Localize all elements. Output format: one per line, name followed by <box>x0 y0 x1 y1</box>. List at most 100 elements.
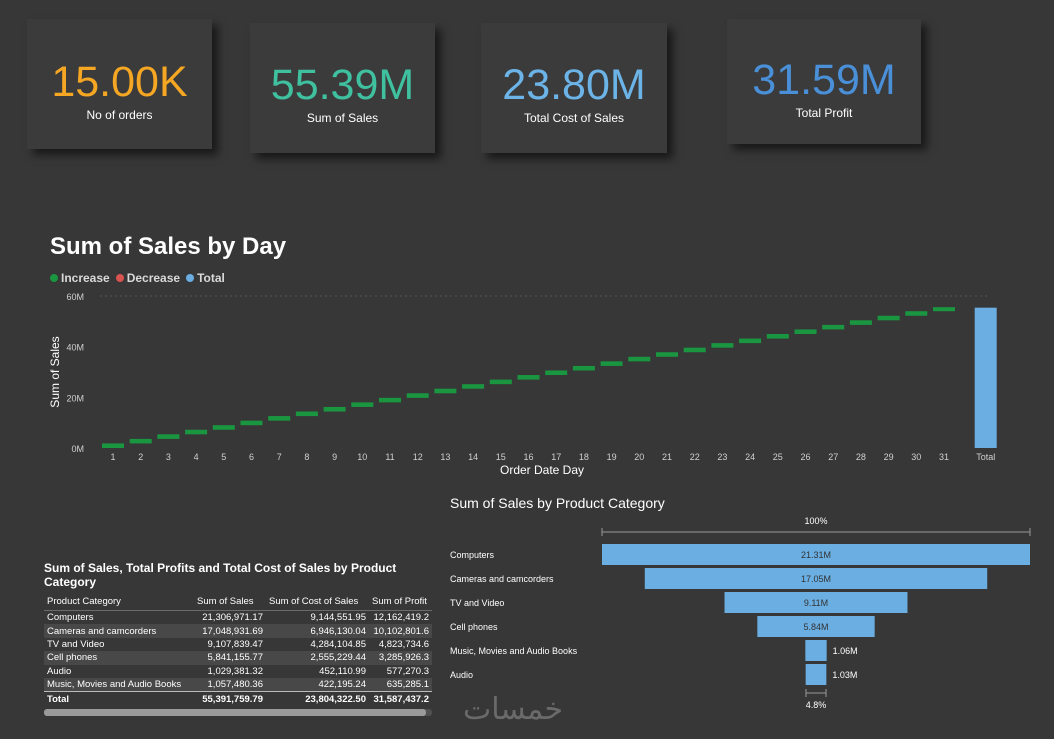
increase-bar <box>185 429 208 435</box>
y-tick-label: 40M <box>66 343 84 353</box>
x-tick-label: 3 <box>166 452 171 462</box>
legend-label: Total <box>197 271 225 285</box>
increase-bar <box>794 329 817 334</box>
x-tick-label: 19 <box>607 452 617 462</box>
increase-bar <box>323 406 346 412</box>
table-total-row: Total 55,391,759.79 23,804,322.50 31,587,43… <box>44 691 432 706</box>
increase-bar <box>157 434 180 439</box>
scrollbar-thumb[interactable] <box>44 709 426 716</box>
kpi-label: Total Profit <box>795 106 853 120</box>
x-tick-label: 15 <box>496 452 506 462</box>
x-tick-label: 29 <box>884 452 894 462</box>
col-header-category[interactable]: Product Category <box>44 592 194 611</box>
table-cell: 452,110.99 <box>319 665 366 677</box>
increase-bar <box>406 393 429 398</box>
increase-bar <box>129 438 152 444</box>
x-tick-label: 4 <box>194 452 199 462</box>
table-cell: Audio <box>47 665 72 677</box>
col-header-cost[interactable]: Sum of Cost of Sales <box>266 592 369 611</box>
table-cell: 5,841,155.77 <box>194 651 266 665</box>
funnel-value-label: 1.06M <box>833 646 858 656</box>
increase-bar <box>739 338 762 344</box>
y-tick-label: 60M <box>66 292 84 302</box>
table-cell: 17,048,931.69 <box>194 624 266 638</box>
kpi-card-profit[interactable]: 31.59M Total Profit <box>727 19 921 144</box>
x-tick-label: 14 <box>468 452 478 462</box>
x-tick-label: 25 <box>773 452 783 462</box>
table-cell: 6,946,130.04 <box>266 624 369 638</box>
legend-total[interactable]: Total <box>186 271 225 285</box>
x-tick-label: 24 <box>745 452 755 462</box>
table-row[interactable]: Computers 21,306,971.17 9,144,551.95 12,162… <box>44 611 432 625</box>
total-dot-icon <box>186 274 195 282</box>
table-cell: 635,285.1 <box>369 677 432 692</box>
x-tick-label: 1 <box>110 452 115 462</box>
kpi-label: No of orders <box>86 108 153 122</box>
table-cell: 422,195.24 <box>266 677 369 692</box>
increase-bar <box>572 365 595 371</box>
waterfall-legend: Increase Decrease Total <box>50 271 225 285</box>
category-table[interactable]: Product Category Sum of Sales Sum of Cos… <box>44 592 432 706</box>
funnel-value-label: 21.31M <box>801 550 831 560</box>
table-row[interactable]: TV and Video 9,107,839.47 4,284,104.85 4,82… <box>44 638 432 651</box>
table-scrollbar[interactable] <box>44 709 432 716</box>
increase-bar <box>822 324 845 330</box>
increase-bar <box>295 411 318 417</box>
col-header-profit[interactable]: Sum of Profit <box>369 592 432 611</box>
table-row[interactable]: Cameras and camcorders 17,048,931.69 6,946… <box>44 624 432 638</box>
increase-bar <box>517 375 540 380</box>
increase-dot-icon <box>50 274 58 282</box>
table-total-cell: Total <box>44 691 194 706</box>
table-cell: 577,270.3 <box>386 665 429 677</box>
table-row[interactable]: Audio 1,029,381.32 452,110.99 577,270.3 <box>44 665 432 678</box>
legend-increase[interactable]: Increase <box>50 271 110 285</box>
increase-bar <box>905 311 928 316</box>
increase-bar <box>379 397 401 403</box>
y-axis-label: Sum of Sales <box>48 336 62 407</box>
kpi-label: Total Cost of Sales <box>523 111 625 125</box>
x-tick-label: 28 <box>856 452 866 462</box>
x-tick-label: 31 <box>939 452 949 462</box>
x-tick-label: 2 <box>138 452 143 462</box>
funnel-bar <box>805 640 827 661</box>
x-tick-label: 13 <box>440 452 450 462</box>
waterfall-title: Sum of Sales by Day <box>50 233 287 260</box>
x-tick-label: 22 <box>690 452 700 462</box>
funnel-value-label: 1.03M <box>832 670 857 680</box>
table-total-cell: 23,804,322.50 <box>266 691 369 706</box>
legend-decrease[interactable]: Decrease <box>115 271 180 285</box>
increase-bar <box>212 425 235 430</box>
table-row[interactable]: Music, Movies and Audio Books 1,057,480.3… <box>44 677 432 692</box>
x-tick-label: 18 <box>579 452 589 462</box>
table-cell: Cameras and camcorders <box>44 624 194 638</box>
kpi-card-sales[interactable]: 55.39M Sum of Sales <box>250 23 435 153</box>
total-bar <box>974 307 997 448</box>
kpi-card-cost[interactable]: 23.80M Total Cost of Sales <box>481 23 667 153</box>
x-tick-label: 16 <box>523 452 533 462</box>
kpi-value: 55.39M <box>270 61 415 109</box>
col-header-sales[interactable]: Sum of Sales <box>194 592 266 611</box>
legend-label: Increase <box>61 271 110 285</box>
x-tick-label: 12 <box>413 452 423 462</box>
table-cell: TV and Video <box>47 638 105 650</box>
funnel-value-label: 17.05M <box>801 574 831 584</box>
bottom-percent-label: 4.8% <box>806 700 827 710</box>
table-cell: Music, Movies and Audio Books <box>44 677 194 692</box>
table-cell: 12,162,419.2 <box>373 612 429 624</box>
kpi-card-orders[interactable]: 15.00K No of orders <box>27 19 212 149</box>
funnel-category-label: Cell phones <box>450 622 498 632</box>
y-tick-label: 20M <box>66 393 84 403</box>
y-tick-label: 0M <box>71 444 84 454</box>
increase-bar <box>683 347 706 353</box>
funnel-bar <box>644 568 988 589</box>
table-row[interactable]: Cell phones 5,841,155.77 2,555,229.44 3,285… <box>44 651 432 665</box>
x-tick-label: 20 <box>634 452 644 462</box>
top-percent-label: 100% <box>804 516 827 526</box>
table-total-cell: 55,391,759.79 <box>194 691 266 706</box>
x-tick-label: 30 <box>911 452 921 462</box>
x-tick-label: 27 <box>828 452 838 462</box>
x-tick-label: 7 <box>277 452 282 462</box>
increase-bar <box>351 402 374 407</box>
table-cell: 1,057,480.36 <box>194 677 266 692</box>
table-cell: 21,306,971.17 <box>202 612 263 624</box>
